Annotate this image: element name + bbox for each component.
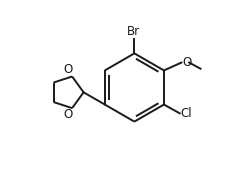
- Text: O: O: [63, 63, 73, 76]
- Text: O: O: [183, 56, 192, 69]
- Text: O: O: [63, 108, 73, 121]
- Text: Br: Br: [127, 25, 140, 38]
- Text: Cl: Cl: [181, 107, 192, 120]
